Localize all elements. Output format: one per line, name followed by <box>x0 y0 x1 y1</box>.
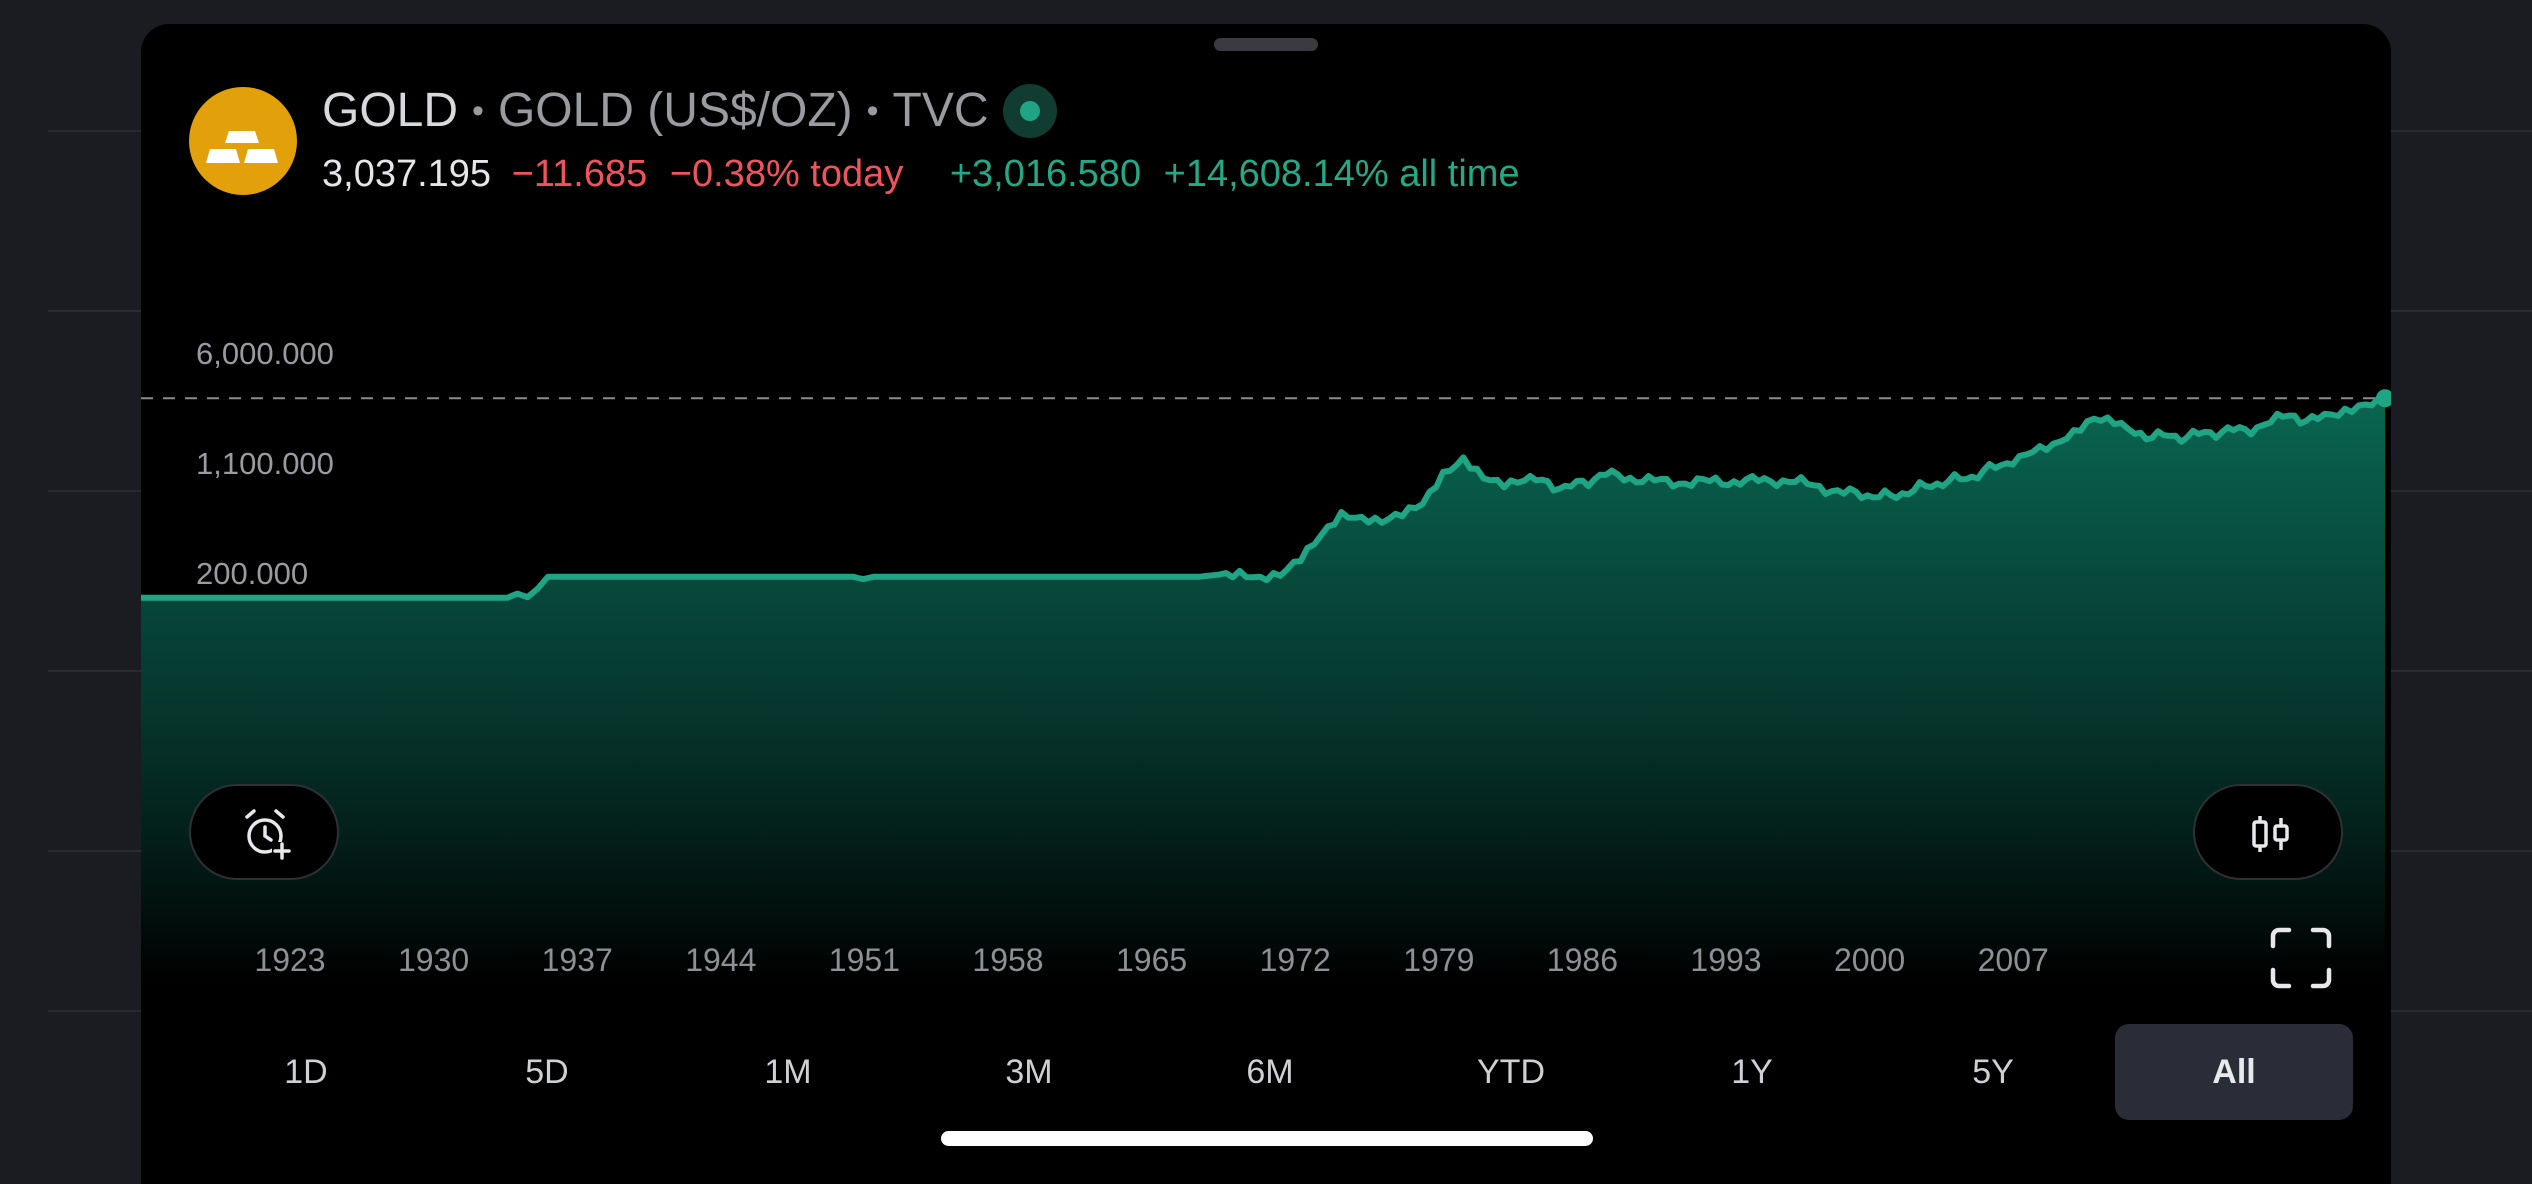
symbol: GOLD <box>322 84 459 137</box>
range-tab-1d[interactable]: 1D <box>284 1053 328 1091</box>
chart-type-button[interactable] <box>2193 784 2343 880</box>
chart-sheet: GOLD • GOLD (US$/OZ) • TVC 3,037.195 −11… <box>141 24 2391 1184</box>
price-area-fill <box>141 398 2385 984</box>
instrument-title: GOLD • GOLD (US$/OZ) • TVC <box>322 84 1057 138</box>
change-all-time: +3,016.580 <box>949 153 1142 195</box>
x-tick-label: 1972 <box>1259 942 1331 978</box>
x-tick-label: 1930 <box>398 942 470 978</box>
x-tick-label: 1937 <box>541 942 613 978</box>
x-tick-label: 1965 <box>1116 942 1188 978</box>
change-all-time-pct: +14,608.14% all time <box>1163 153 1520 195</box>
last-price: 3,037.195 <box>322 153 492 195</box>
x-tick-label: 1951 <box>828 942 900 978</box>
x-tick-label: 1944 <box>685 942 757 978</box>
exchange: TVC <box>892 84 989 137</box>
last-price-point <box>2376 389 2391 408</box>
separator: • <box>472 92 484 130</box>
x-tick-label: 2007 <box>1977 942 2049 978</box>
range-tab-5y[interactable]: 5Y <box>1972 1053 2014 1091</box>
price-chart[interactable] <box>141 24 2391 984</box>
price-line <box>141 395 2387 601</box>
range-tab-1y[interactable]: 1Y <box>1731 1053 1773 1091</box>
x-tick-label: 1993 <box>1690 942 1762 978</box>
home-indicator[interactable] <box>941 1131 1593 1146</box>
range-tab-5d[interactable]: 5D <box>525 1053 569 1091</box>
x-tick-label: 1958 <box>972 942 1044 978</box>
add-alarm-icon <box>245 809 292 860</box>
range-tab-1m[interactable]: 1M <box>764 1053 812 1091</box>
y-tick-label: 1,100.000 <box>196 446 334 481</box>
range-tab-ytd[interactable]: YTD <box>1477 1053 1545 1091</box>
x-tick-label: 1986 <box>1546 942 1618 978</box>
x-tick-label: 1979 <box>1403 942 1475 978</box>
sheet-grabber[interactable] <box>1214 38 1318 51</box>
instrument-description: GOLD (US$/OZ) <box>497 84 853 137</box>
gold-bars-icon <box>189 87 297 195</box>
candlestick-icon <box>2252 816 2289 852</box>
range-tab-all[interactable]: All <box>2115 1024 2353 1120</box>
add-alert-button[interactable] <box>189 784 339 880</box>
x-tick-label: 2000 <box>1834 942 1906 978</box>
live-status-dot-icon <box>1002 84 1057 138</box>
fullscreen-icon[interactable] <box>2269 926 2333 990</box>
quote-row: 3,037.195 −11.685 −0.38% today +3,016.58… <box>322 155 1520 193</box>
change-today-pct: −0.38% today <box>669 153 904 195</box>
change-today: −11.685 <box>511 153 648 195</box>
range-tab-3m[interactable]: 3M <box>1005 1053 1053 1091</box>
y-tick-label: 200.000 <box>196 556 309 591</box>
y-tick-label: 6,000.000 <box>196 336 334 371</box>
x-tick-label: 1923 <box>254 942 326 978</box>
range-tab-6m[interactable]: 6M <box>1246 1053 1294 1091</box>
separator: • <box>866 92 879 130</box>
